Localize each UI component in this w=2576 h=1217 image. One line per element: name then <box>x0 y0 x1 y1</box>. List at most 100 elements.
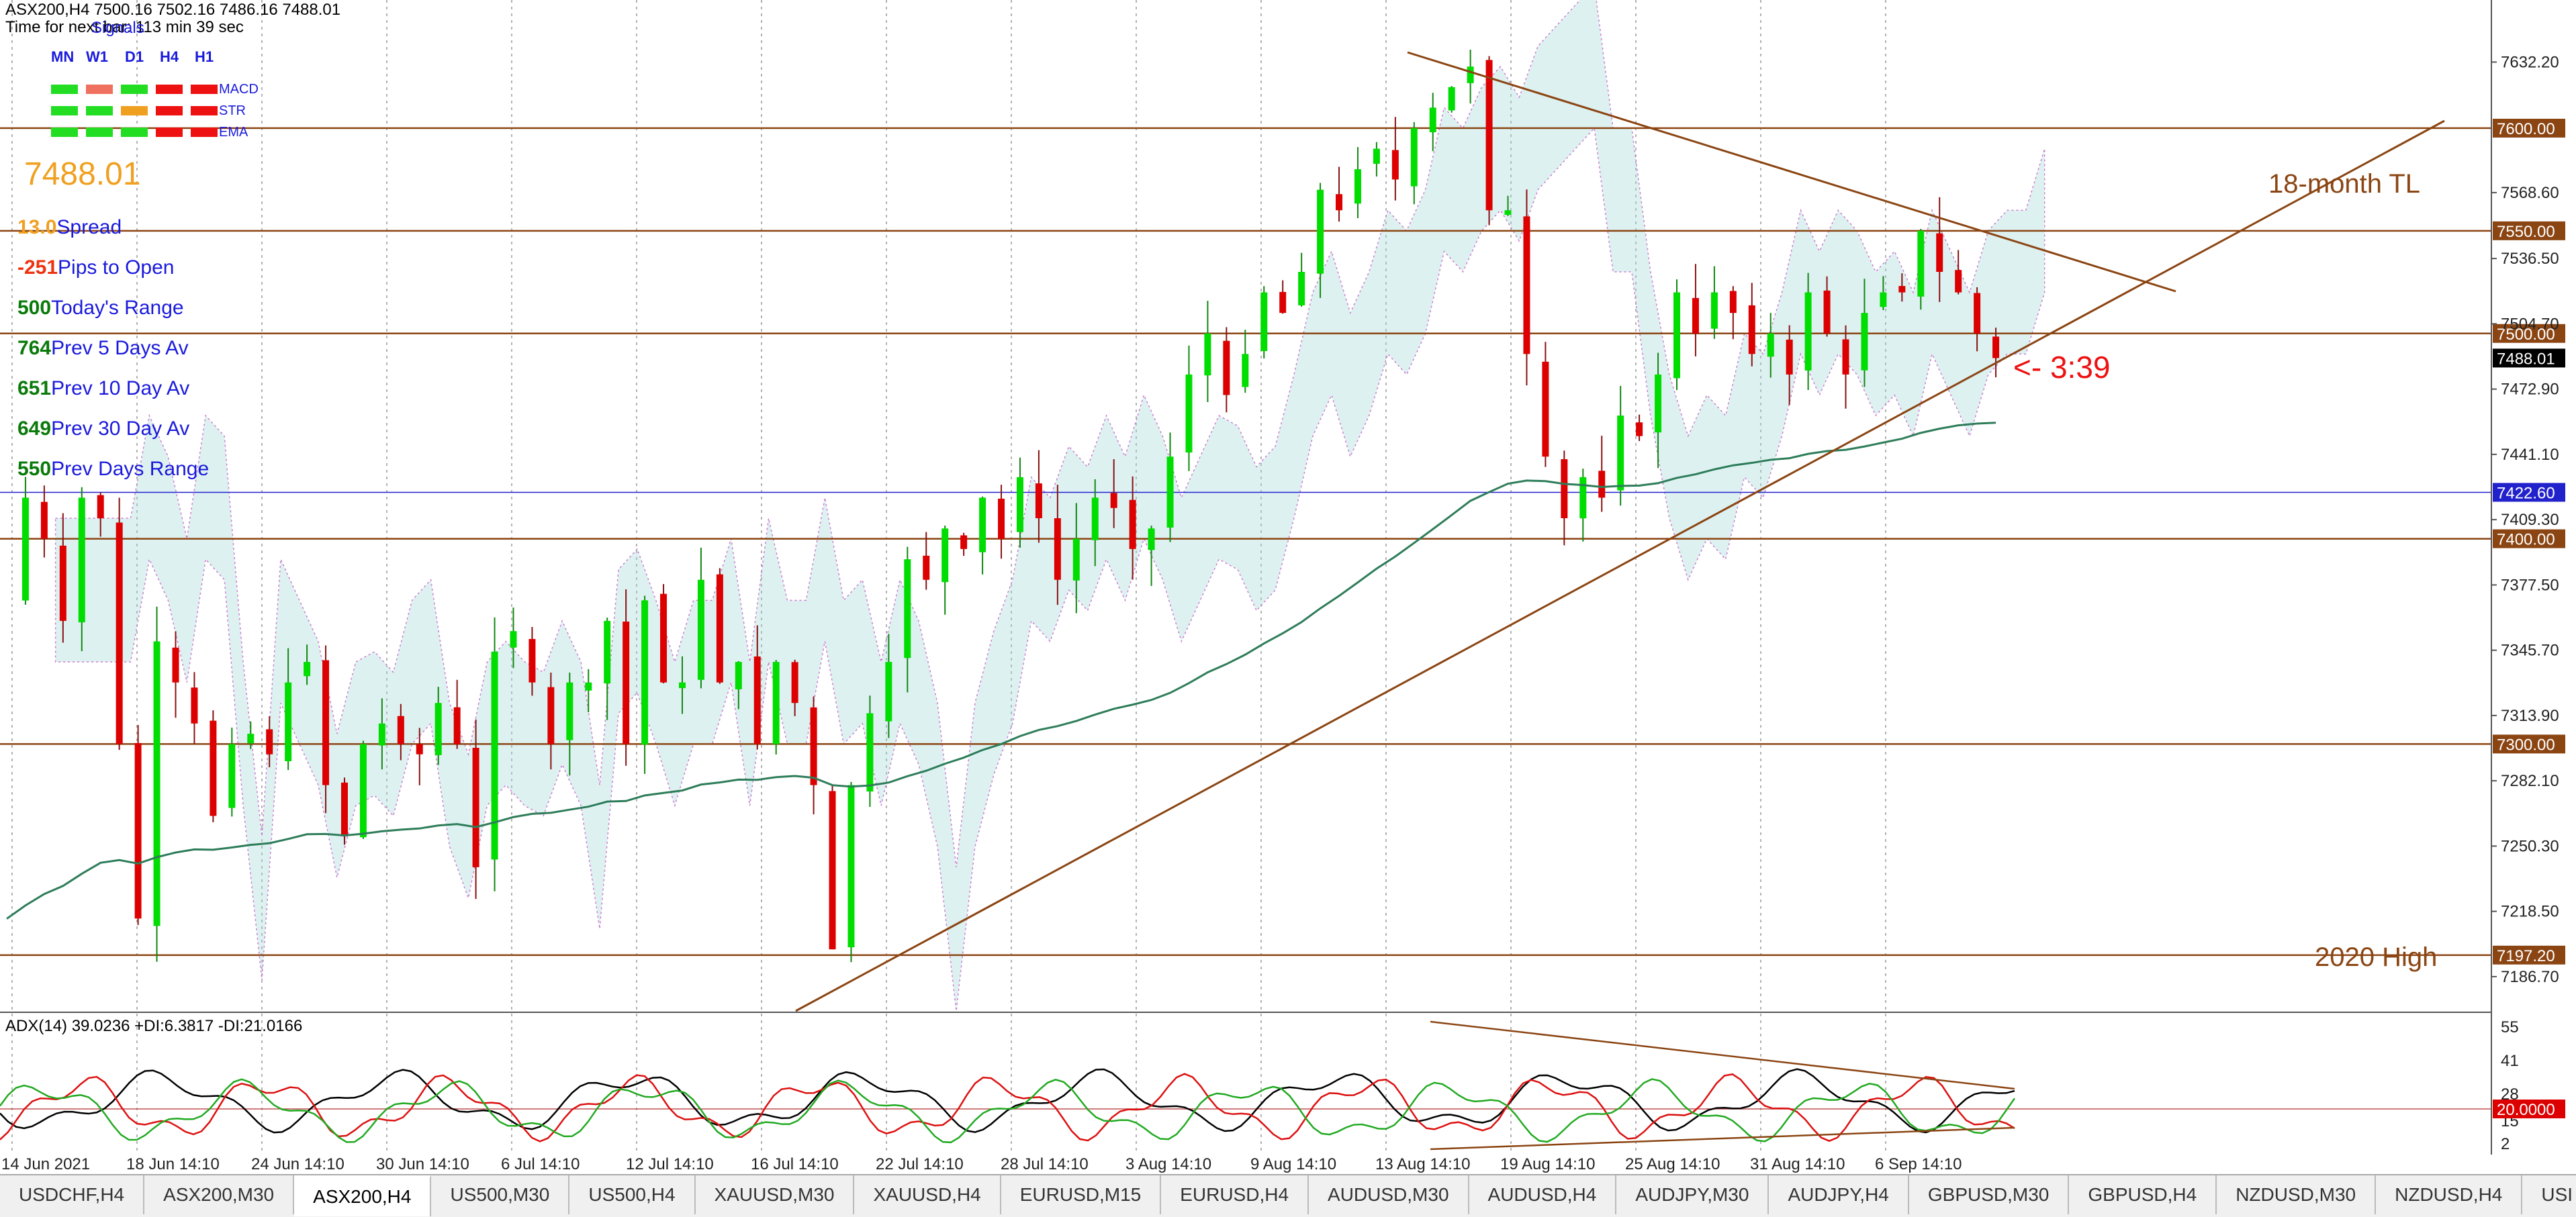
candle-body <box>604 620 611 684</box>
candle-body <box>153 641 160 926</box>
symbol-tab[interactable]: NZDUSD,M30 <box>2217 1175 2377 1214</box>
candle-body <box>1917 230 1925 297</box>
level-label: 7488.01 <box>2497 350 2555 368</box>
candle-body <box>1148 528 1155 550</box>
candle-body <box>1298 272 1305 305</box>
symbol-tab[interactable]: USI <box>2522 1175 2576 1214</box>
symbol-tab[interactable]: USDCHF,H4 <box>0 1175 145 1214</box>
ma-line <box>6 422 1996 920</box>
price-tick-label: 7218.50 <box>2501 903 2559 921</box>
symbol-tab[interactable]: AUDJPY,M30 <box>1616 1175 1769 1214</box>
signal-row-label: EMA <box>219 125 248 140</box>
stat-value: 13.0 <box>17 216 57 238</box>
price-tick-label: 7568.60 <box>2501 184 2559 202</box>
candle-body <box>397 716 404 744</box>
signal-row-label: MACD <box>219 82 259 97</box>
candle-body <box>1448 87 1455 111</box>
candle-body <box>1391 150 1399 180</box>
candle-body <box>1110 493 1117 508</box>
candle-body <box>1655 374 1662 433</box>
candle-body <box>641 600 649 745</box>
adx-tick-label: 2 <box>2501 1135 2510 1153</box>
candle-body <box>1504 210 1512 215</box>
candle-body <box>998 498 1005 539</box>
candle-body <box>753 656 761 744</box>
candle-body <box>1373 148 1380 164</box>
symbol-tab[interactable]: AUDUSD,M30 <box>1309 1175 1469 1214</box>
level-label: 7400.00 <box>2497 531 2555 549</box>
stat-row: 764Prev 5 Days Av <box>17 337 189 360</box>
candle-body <box>1936 233 1943 272</box>
candle-body <box>716 574 723 683</box>
candle-body <box>1542 361 1549 457</box>
candle-body <box>1166 456 1174 528</box>
level-label: 7500.00 <box>2497 326 2555 344</box>
symbol-tab[interactable]: ASX200,H4 <box>294 1175 432 1216</box>
candle-body <box>941 528 949 583</box>
signal-cell <box>51 106 78 115</box>
symbol-tab[interactable]: EURUSD,M15 <box>1001 1175 1162 1214</box>
candle-body <box>472 748 479 867</box>
candle-body <box>1598 471 1606 498</box>
stat-label: Pips to Open <box>58 256 175 279</box>
level-badge <box>2493 483 2565 502</box>
candle-body <box>1579 477 1587 519</box>
symbol-tab[interactable]: XAUUSD,H4 <box>854 1175 1001 1214</box>
candle-body <box>191 687 198 724</box>
stat-value: 764 <box>17 337 52 359</box>
adx-tick-label: 55 <box>2501 1018 2519 1036</box>
time-label: 22 Jul 14:10 <box>876 1155 964 1173</box>
symbol-tab[interactable]: XAUUSD,M30 <box>696 1175 855 1214</box>
symbol-tab[interactable]: NZDUSD,H4 <box>2376 1175 2523 1214</box>
candle-body <box>1072 538 1080 581</box>
time-label: 24 Jun 14:10 <box>251 1155 344 1173</box>
level-label: 7422.60 <box>2497 484 2555 502</box>
signal-timeframe: MN <box>51 48 75 65</box>
stat-value: 550 <box>17 458 52 480</box>
timer-annotation: <- 3:39 <box>2013 350 2111 385</box>
candle-body <box>678 682 686 689</box>
candle-body <box>1804 292 1812 371</box>
level-badge <box>2493 529 2565 548</box>
symbol-tab[interactable]: GBPUSD,M30 <box>1909 1175 2070 1214</box>
signal-cell <box>86 128 113 137</box>
signal-timeframe: W1 <box>86 48 108 65</box>
symbol-tab[interactable]: US500,H4 <box>569 1175 696 1214</box>
plus-di-line <box>0 1078 2016 1144</box>
price-tick-label: 7313.90 <box>2501 707 2559 725</box>
candle-body <box>979 497 986 552</box>
candle-body <box>210 720 217 816</box>
time-label: 12 Jul 14:10 <box>626 1155 714 1173</box>
signal-cell <box>51 128 78 137</box>
candle-body <box>247 734 255 744</box>
chart-header: ASX200,H4 7500.16 7502.16 7486.16 7488.0… <box>5 1 340 36</box>
level-badge <box>2493 348 2565 368</box>
symbol-tab[interactable]: ASX200,M30 <box>144 1175 295 1214</box>
candle-body <box>1523 216 1530 354</box>
symbol-tab[interactable]: AUDJPY,H4 <box>1769 1175 1909 1214</box>
symbol-tab[interactable]: US500,M30 <box>431 1175 570 1214</box>
symbol-tab[interactable]: EURUSD,H4 <box>1161 1175 1309 1214</box>
candle-body <box>1035 483 1042 518</box>
trendlines <box>795 51 2445 1012</box>
candle-body <box>78 497 85 623</box>
stat-row: 500Today's Range <box>17 297 184 320</box>
candle-body <box>1223 340 1230 395</box>
candle-body <box>1429 107 1436 133</box>
minus-di-line <box>0 1073 2015 1142</box>
candle-body <box>1467 66 1474 83</box>
signal-timeframe: D1 <box>125 48 144 65</box>
symbol-tab[interactable]: GBPUSD,H4 <box>2069 1175 2217 1214</box>
time-label: 13 Aug 14:10 <box>1375 1155 1470 1173</box>
candle-body <box>829 791 836 950</box>
price-tick-label: 7409.30 <box>2501 511 2559 529</box>
candle-body <box>340 782 348 837</box>
price-tick-label: 7472.90 <box>2501 381 2559 399</box>
ichimoku-cloud <box>54 0 2045 1012</box>
symbol-tab[interactable]: AUDUSD,H4 <box>1469 1175 1617 1214</box>
candle-body <box>772 662 780 744</box>
candle-body <box>1861 313 1868 371</box>
moving-average <box>6 422 1996 920</box>
candle-body <box>134 742 142 919</box>
